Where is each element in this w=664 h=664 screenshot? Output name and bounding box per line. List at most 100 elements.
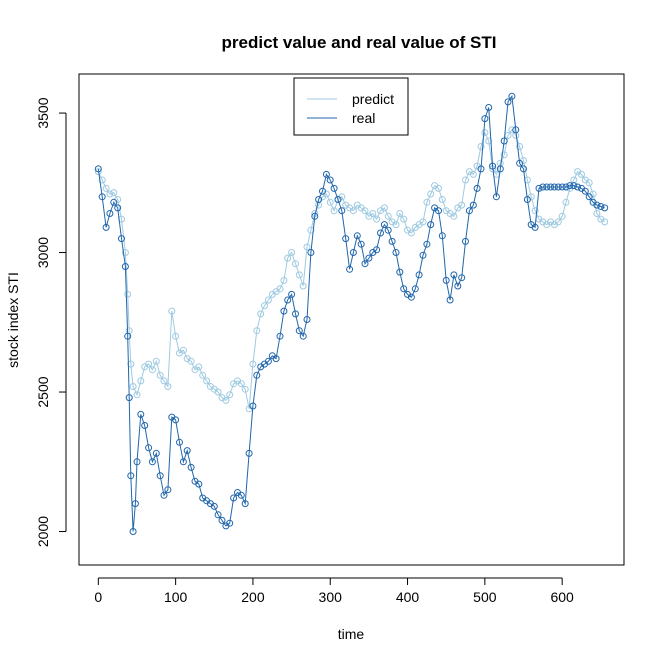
point-real-108 xyxy=(500,137,508,145)
point-real-79 xyxy=(388,237,396,245)
point-real-106 xyxy=(492,193,500,201)
point-real-88 xyxy=(423,240,431,248)
point-predict-127 xyxy=(578,170,585,178)
point-predict-115 xyxy=(531,207,539,215)
point-predict-133 xyxy=(601,218,609,226)
legend-label-real: real xyxy=(352,110,375,126)
point-real-103 xyxy=(481,115,489,123)
point-predict-50 xyxy=(280,276,288,284)
x-axis-label: time xyxy=(338,626,365,642)
point-real-123 xyxy=(558,183,566,191)
point-real-87 xyxy=(419,251,427,259)
point-real-53 xyxy=(288,290,296,298)
point-real-9 xyxy=(125,394,133,402)
point-real-16 xyxy=(145,444,153,452)
point-real-57 xyxy=(303,316,311,323)
point-real-121 xyxy=(550,183,558,191)
point-real-38 xyxy=(230,494,238,502)
point-real-14 xyxy=(137,410,145,418)
point-real-126 xyxy=(570,182,578,190)
y-tick-label-3: 3500 xyxy=(35,97,51,128)
point-real-40 xyxy=(237,491,245,499)
point-real-61 xyxy=(319,187,326,195)
point-predict-53 xyxy=(292,260,299,268)
x-axis: 0 100 200 300 400 500 600 xyxy=(94,577,574,605)
point-predict-36 xyxy=(226,391,234,399)
point-real-124 xyxy=(562,183,570,191)
point-real-3 xyxy=(106,210,114,217)
point-real-47 xyxy=(264,357,272,365)
point-real-13 xyxy=(133,458,141,466)
point-predict-4 xyxy=(110,189,118,197)
point-predict-54 xyxy=(295,271,303,279)
point-predict-111 xyxy=(516,143,524,150)
x-tick-label-3: 300 xyxy=(319,589,343,605)
point-predict-68 xyxy=(349,207,357,215)
point-real-4 xyxy=(110,198,118,206)
point-real-20 xyxy=(160,491,168,499)
point-real-44 xyxy=(253,371,261,379)
y-tick-label-2: 3000 xyxy=(35,237,51,268)
point-real-116 xyxy=(531,223,539,231)
point-predict-62 xyxy=(326,198,334,206)
point-real-37 xyxy=(226,519,234,527)
point-predict-7 xyxy=(121,249,129,256)
point-real-130 xyxy=(585,193,593,201)
y-axis: 2000 2500 3000 3500 xyxy=(35,97,67,547)
point-real-85 xyxy=(411,285,419,293)
point-predict-77 xyxy=(384,212,392,220)
point-real-58 xyxy=(307,249,315,256)
point-real-1 xyxy=(98,193,106,201)
legend-label-predict: predict xyxy=(352,91,394,107)
point-real-77 xyxy=(380,221,388,229)
point-real-97 xyxy=(458,274,466,282)
x-tick-label-6: 600 xyxy=(550,589,574,605)
point-real-110 xyxy=(508,92,516,100)
y-tick-label-0: 2000 xyxy=(35,516,51,547)
point-predict-97 xyxy=(462,176,469,184)
point-real-70 xyxy=(353,232,361,240)
point-real-35 xyxy=(218,516,226,524)
point-predict-12 xyxy=(133,391,141,399)
point-real-25 xyxy=(179,458,187,466)
point-real-134 xyxy=(601,204,609,212)
y-tick-label-1: 2500 xyxy=(35,376,51,407)
point-predict-0 xyxy=(94,168,102,176)
point-predict-29 xyxy=(199,371,207,379)
point-predict-103 xyxy=(485,137,493,145)
point-real-64 xyxy=(330,184,338,192)
point-real-0 xyxy=(94,165,102,173)
point-real-49 xyxy=(272,355,280,363)
point-real-91 xyxy=(435,207,442,215)
point-real-81 xyxy=(396,268,404,276)
point-predict-45 xyxy=(261,302,268,310)
point-predict-57 xyxy=(307,226,315,234)
point-real-112 xyxy=(516,159,524,167)
point-real-101 xyxy=(473,184,481,192)
point-predict-46 xyxy=(264,296,272,304)
x-tick-label-5: 500 xyxy=(473,589,497,605)
y-axis-label: stock index STI xyxy=(5,272,21,368)
point-predict-88 xyxy=(427,190,435,198)
series-layer xyxy=(94,92,609,535)
point-predict-10 xyxy=(127,360,135,368)
point-real-63 xyxy=(326,176,334,184)
x-tick-label-4: 400 xyxy=(396,589,420,605)
point-real-33 xyxy=(210,502,218,510)
point-real-118 xyxy=(539,183,547,191)
point-real-109 xyxy=(504,98,512,106)
point-real-86 xyxy=(415,271,423,279)
x-tick-label-2: 200 xyxy=(241,589,265,605)
point-real-42 xyxy=(245,449,253,457)
point-real-50 xyxy=(276,332,284,340)
point-predict-26 xyxy=(187,357,195,365)
point-predict-8 xyxy=(124,290,132,298)
point-real-133 xyxy=(597,203,605,210)
point-predict-42 xyxy=(249,360,257,368)
point-predict-96 xyxy=(458,201,466,209)
legend-box xyxy=(293,77,409,136)
point-predict-20 xyxy=(164,383,172,390)
point-real-107 xyxy=(496,165,504,173)
point-predict-80 xyxy=(396,210,404,217)
point-real-84 xyxy=(407,293,415,301)
